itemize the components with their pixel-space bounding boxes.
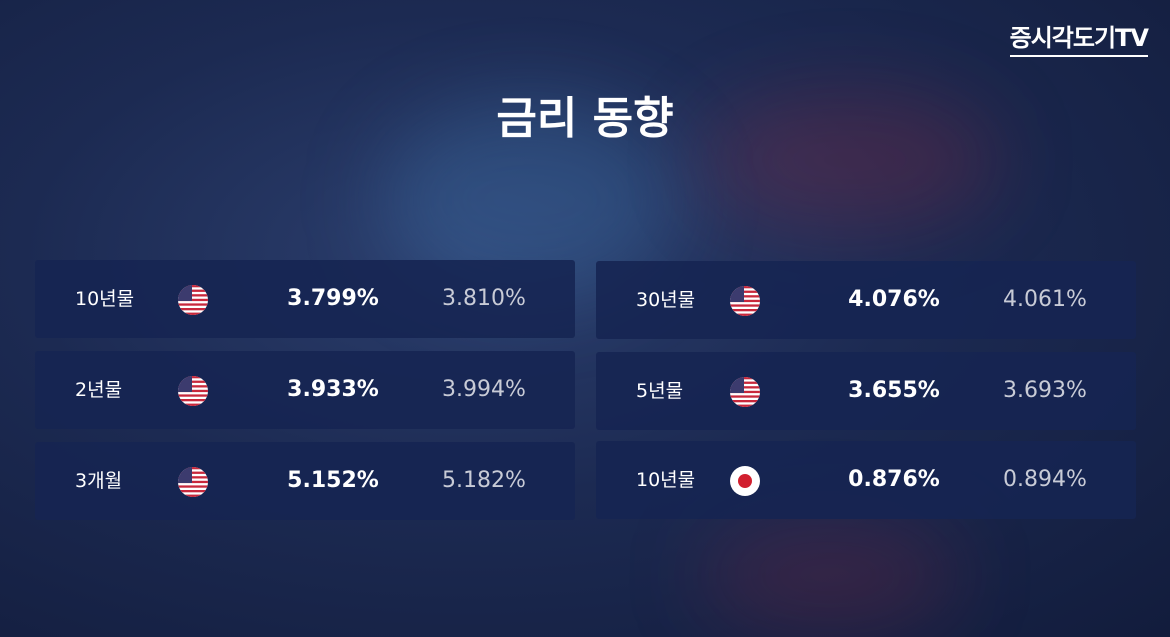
rate-row: 5년물 3.655% 3.693%	[596, 352, 1136, 430]
previous-rate: 4.061%	[1003, 287, 1087, 312]
current-rate: 3.799%	[287, 286, 379, 311]
us-flag	[178, 467, 208, 497]
previous-rate: 0.894%	[1003, 467, 1087, 492]
previous-rate: 5.182%	[442, 468, 526, 493]
current-rate: 5.152%	[287, 468, 379, 493]
rate-row: 10년물 3.799% 3.810%	[35, 260, 575, 338]
term: 10년물	[75, 288, 135, 310]
current-rate: 4.076%	[848, 287, 940, 312]
previous-rate: 3.693%	[1003, 378, 1087, 403]
rate-row: 3개월 5.152% 5.182%	[35, 442, 575, 520]
title: 금리 동향	[496, 93, 674, 144]
us-flag	[178, 376, 208, 406]
previous-rate: 3.994%	[442, 377, 526, 402]
background-glow	[700, 520, 960, 630]
term: 2년물	[75, 379, 123, 401]
previous-rate: 3.810%	[442, 286, 526, 311]
term: 30년물	[636, 289, 696, 311]
jp-flag	[730, 466, 760, 496]
us-flag	[178, 285, 208, 315]
us-flag	[730, 377, 760, 407]
us-flag	[730, 286, 760, 316]
current-rate: 3.655%	[848, 378, 940, 403]
rate-row: 2년물 3.933% 3.994%	[35, 351, 575, 429]
rate-row: 30년물 4.076% 4.061%	[596, 261, 1136, 339]
rate-row: 10년물 0.876% 0.894%	[596, 441, 1136, 519]
term: 5년물	[636, 380, 684, 402]
term: 10년물	[636, 469, 696, 491]
current-rate: 3.933%	[287, 377, 379, 402]
logo: 증시각도기TV	[1009, 18, 1149, 57]
term: 3개월	[75, 470, 123, 492]
background-glow	[700, 90, 1000, 230]
current-rate: 0.876%	[848, 467, 940, 492]
